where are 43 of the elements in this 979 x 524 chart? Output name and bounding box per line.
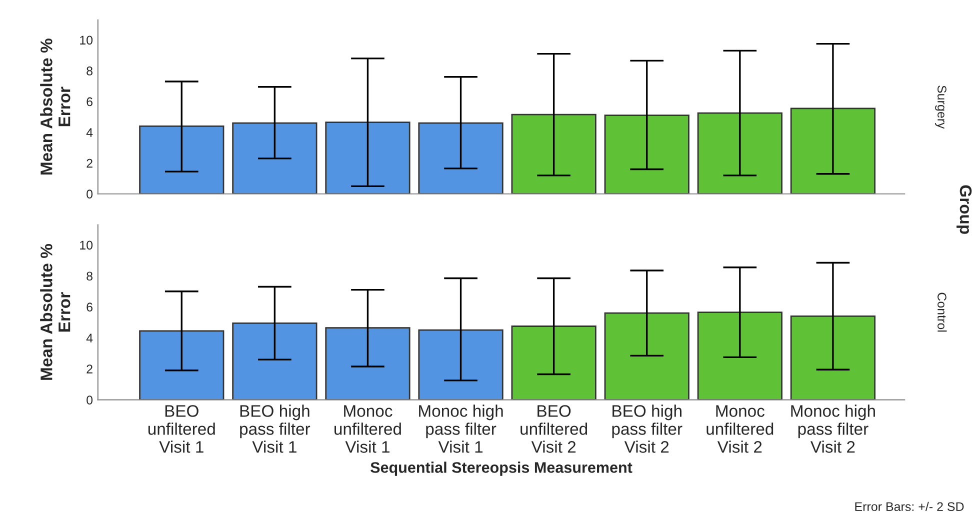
x-tick-label: Monoc unfiltered Visit 2 [706, 405, 774, 453]
bar [325, 122, 410, 194]
y-tick-label: 6 [86, 97, 92, 106]
bar [418, 122, 504, 194]
x-tick-label: Monoc unfiltered Visit 1 [334, 405, 401, 453]
bar [697, 112, 782, 194]
bar [604, 114, 690, 194]
x-tick-label: BEO unfiltered Visit 2 [520, 405, 588, 453]
y-tick-label: 0 [86, 190, 93, 199]
y-tick-label: 6 [86, 302, 92, 312]
y-axis-title: Mean Absolute % Error [40, 38, 70, 174]
text: Error Bars: +/- 2 SD [855, 502, 964, 512]
y2-axis-title: Surgery [935, 86, 946, 129]
y-tick-label: 4 [86, 128, 93, 137]
y-tick-label: 2 [86, 158, 92, 168]
bar [232, 322, 318, 400]
y-tick-label: 0 [86, 396, 93, 404]
bar [232, 122, 318, 194]
text: Group [956, 185, 972, 234]
y-axis-title: Mean Absolute % Error [40, 244, 70, 380]
bar [511, 326, 596, 400]
x-tick-label: Monoc high pass filter Visit 1 [419, 404, 503, 453]
y-tick-label: 4 [86, 334, 93, 342]
x-tick-label: Monoc high pass filter Visit 2 [791, 404, 875, 453]
bar [511, 114, 596, 194]
bar [139, 125, 224, 194]
bar [790, 108, 876, 194]
y2-axis-title: Control [938, 292, 947, 332]
bar [790, 315, 876, 400]
y-tick-label: 10 [80, 240, 93, 250]
bar [418, 329, 504, 400]
y-tick-label: 2 [86, 364, 92, 374]
y-tick-label: 8 [86, 66, 92, 76]
bar [697, 312, 782, 400]
x-tick-label: BEO high pass filter Visit 1 [240, 404, 310, 453]
y-tick-label: 8 [86, 272, 92, 281]
bar [604, 312, 690, 400]
x-axis-title: Sequential Stereopsis Measurement [370, 462, 632, 476]
x-tick-label: BEO unfiltered Visit 1 [148, 405, 215, 453]
x-tick-label: BEO high pass filter Visit 2 [612, 404, 682, 453]
bar [139, 330, 224, 400]
y-tick-label: 10 [80, 36, 93, 45]
bar [325, 327, 410, 400]
